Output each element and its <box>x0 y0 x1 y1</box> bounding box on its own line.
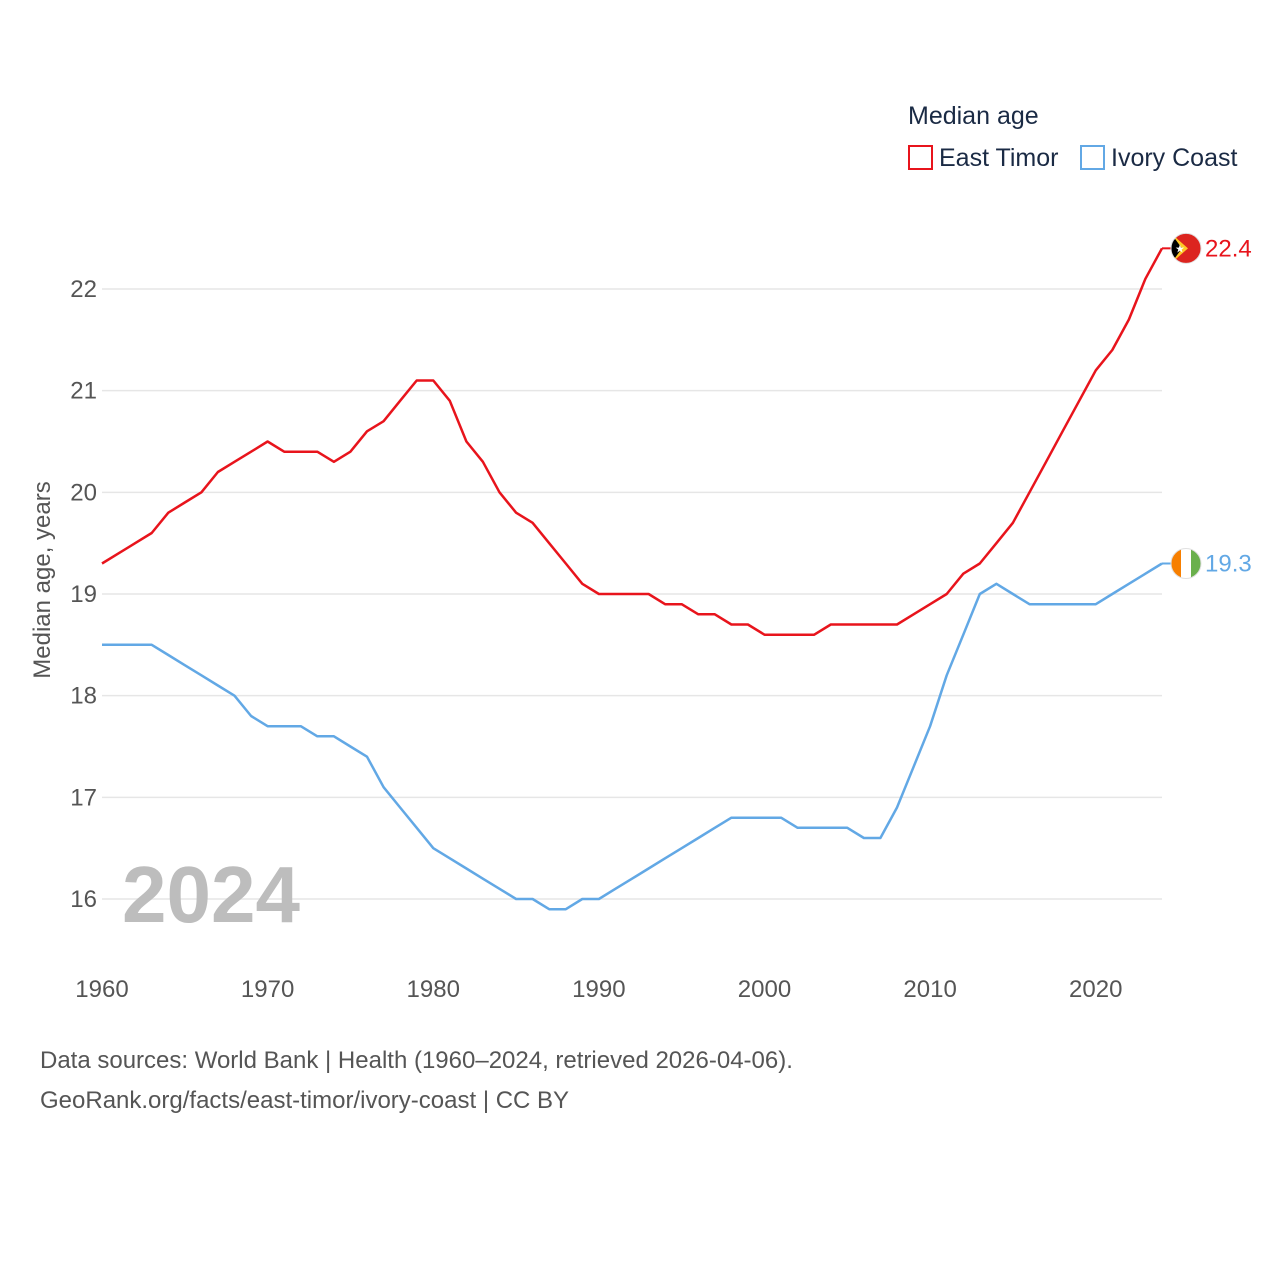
legend-swatch-east-timor <box>908 145 933 170</box>
legend-item-east-timor[interactable]: East Timor <box>908 144 1058 172</box>
data-source-text: Data sources: World Bank | Health (1960–… <box>40 1047 793 1074</box>
ivory-coast-flag-icon <box>1170 548 1202 579</box>
x-tick-label: 2000 <box>738 976 791 1003</box>
legend-label-east-timor: East Timor <box>939 144 1058 172</box>
legend-title: Median age <box>908 102 1039 130</box>
series-line-east-timor[interactable] <box>101 247 1164 636</box>
series-line-ivory-coast[interactable] <box>102 562 1163 911</box>
x-tick-label: 2010 <box>903 976 956 1003</box>
y-tick-label: 18 <box>70 683 97 710</box>
y-tick-label: 16 <box>70 886 97 913</box>
end-markers: ★ 22.4 19.3 <box>1162 232 1252 579</box>
x-tick-label: 1970 <box>241 976 294 1003</box>
x-tick-label: 1960 <box>75 976 128 1003</box>
legend-label-ivory-coast: Ivory Coast <box>1111 144 1237 172</box>
y-tick-label: 21 <box>70 378 97 405</box>
end-value-label-east-timor: 22.4 <box>1205 235 1252 262</box>
y-tick-label: 20 <box>70 479 97 506</box>
y-tick-label: 17 <box>70 784 97 811</box>
y-axis-title: Median age, years <box>29 481 56 678</box>
y-tick-label: 19 <box>70 581 97 608</box>
y-tick-label: 22 <box>70 276 97 303</box>
x-tick-label: 1980 <box>407 976 460 1003</box>
x-tick-label: 2020 <box>1069 976 1122 1003</box>
series-lines <box>101 247 1164 911</box>
year-watermark: 2024 <box>122 850 300 939</box>
x-tick-label: 1990 <box>572 976 625 1003</box>
y-axis-ticks: 16 17 18 19 20 21 22 <box>70 276 97 913</box>
legend: Median age East Timor Ivory Coast <box>908 102 1237 172</box>
east-timor-flag-icon: ★ <box>1170 232 1202 264</box>
x-axis-ticks: 1960 1970 1980 1990 2000 2010 2020 <box>75 976 1122 1003</box>
legend-item-ivory-coast[interactable]: Ivory Coast <box>1080 144 1237 172</box>
svg-text:★: ★ <box>1175 243 1185 255</box>
gridlines <box>102 288 1162 900</box>
end-value-label-ivory-coast: 19.3 <box>1205 551 1252 578</box>
legend-swatch-ivory-coast <box>1080 145 1105 170</box>
source-link-text[interactable]: GeoRank.org/facts/east-timor/ivory-coast… <box>40 1087 569 1114</box>
